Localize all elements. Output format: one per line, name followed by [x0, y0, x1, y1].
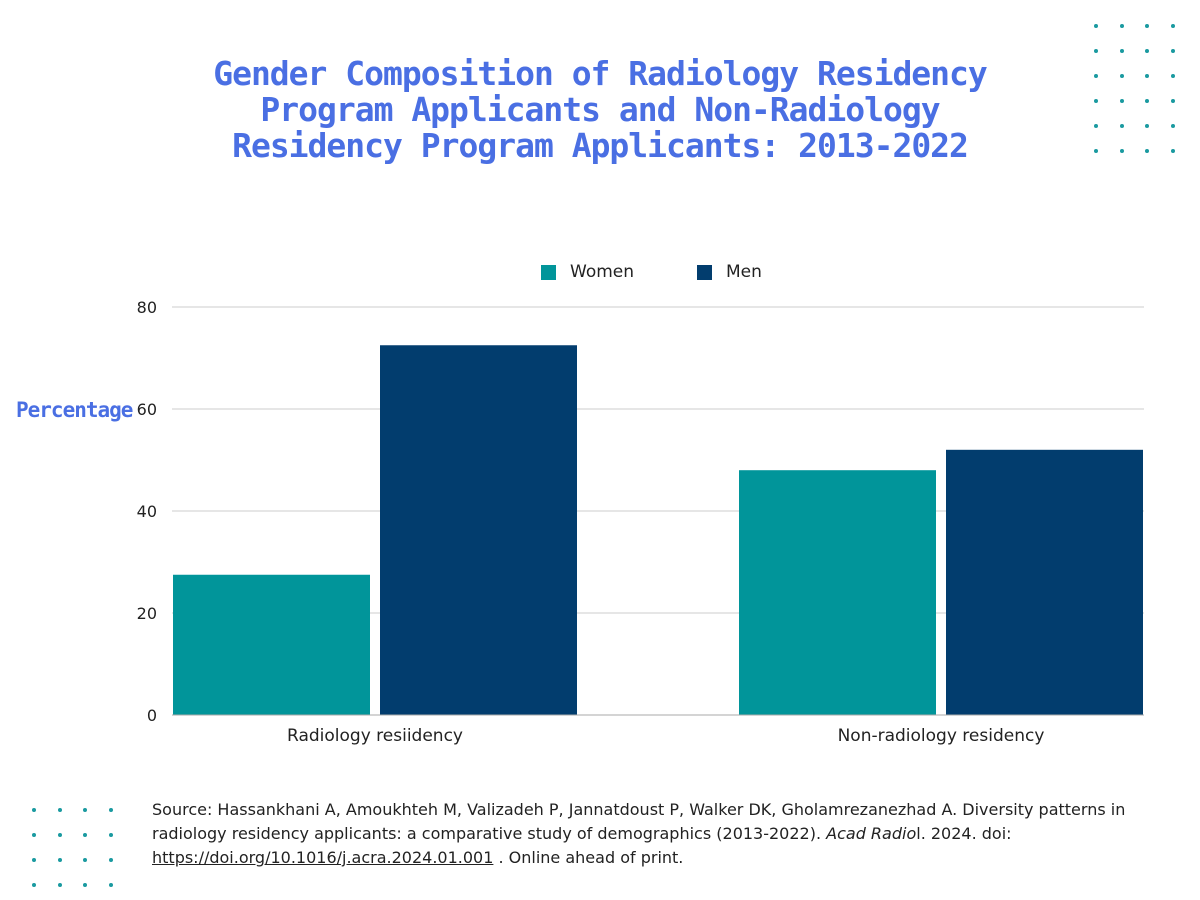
decorative-dot	[1094, 99, 1098, 103]
decorative-dot	[1119, 124, 1124, 128]
decorative-dot	[1170, 74, 1175, 78]
decorative-dot	[32, 858, 36, 862]
decorative-dot	[1119, 149, 1124, 153]
decorative-dot	[1145, 99, 1149, 103]
decorative-dot	[1170, 99, 1175, 103]
decorative-dot	[32, 833, 36, 837]
decorative-dot	[1094, 74, 1098, 78]
bar-men	[946, 449, 1143, 715]
decorative-dot	[1145, 24, 1149, 28]
title-line-3: Residency Program Applicants: 2013-2022	[232, 126, 969, 165]
y-tick-label: 40	[137, 502, 157, 521]
legend-label-women: Women	[570, 262, 635, 282]
source-journal-tail: l. 2024. doi:	[916, 824, 1012, 843]
bar-men	[380, 345, 577, 715]
decorative-dot	[83, 858, 87, 862]
decorative-dot	[1145, 124, 1149, 128]
decorative-dot	[1119, 74, 1124, 78]
y-tick-label: 20	[137, 604, 157, 623]
decorative-dot	[83, 808, 87, 812]
title-line-2: Program Applicants and Non-Radiology	[260, 90, 940, 129]
title-line-1: Gender Composition of Radiology Residenc…	[213, 54, 988, 93]
decorative-dot	[83, 883, 87, 887]
decorative-dot	[32, 883, 36, 887]
decorative-dot	[57, 833, 62, 837]
bar-women	[739, 470, 936, 715]
decorative-dot	[83, 833, 87, 837]
decorative-dot	[1145, 49, 1149, 53]
decorative-dot	[108, 883, 113, 887]
decorative-dot	[57, 883, 62, 887]
decorative-dot	[1145, 74, 1149, 78]
y-tick-label: 0	[147, 706, 157, 725]
decorative-dot	[1094, 124, 1098, 128]
source-suffix: . Online ahead of print.	[493, 848, 684, 867]
decorative-dot	[1094, 49, 1098, 53]
decorative-dot	[1170, 149, 1175, 153]
legend-item-men: Men	[697, 262, 762, 282]
decorative-dot	[1094, 24, 1098, 28]
decorative-dot	[1119, 99, 1124, 103]
decorative-dot	[1170, 24, 1175, 28]
source-journal: Acad Radio	[826, 824, 917, 843]
source-doi-link[interactable]: https://doi.org/10.1016/j.acra.2024.01.0…	[152, 848, 494, 867]
bar-women	[173, 574, 370, 715]
decorative-dot	[57, 808, 62, 812]
decorative-dot	[1170, 49, 1175, 53]
source-text: Source: Hassankhani A, Amoukhteh M, Vali…	[152, 800, 1126, 843]
decorative-dot	[57, 858, 62, 862]
decorative-dot	[1094, 149, 1098, 153]
y-tick-label: 80	[137, 298, 157, 317]
decorative-dot	[108, 833, 113, 837]
decorative-dot	[32, 808, 36, 812]
decorative-dot	[108, 808, 113, 812]
source-citation: Source: Hassankhani A, Amoukhteh M, Vali…	[152, 798, 1142, 870]
legend-item-women: Women	[541, 262, 634, 282]
decorative-dot	[1145, 149, 1149, 153]
chart-legend: Women Men	[0, 262, 1200, 286]
x-tick-label: Non-radiology residency	[838, 726, 1045, 746]
decorative-dot	[1170, 124, 1175, 128]
chart-title: Gender Composition of Radiology Residenc…	[200, 56, 1000, 164]
legend-swatch-women	[541, 264, 556, 280]
y-tick-label: 60	[137, 400, 157, 419]
y-axis-label: Percentage	[16, 398, 133, 422]
legend-label-men: Men	[726, 262, 762, 282]
decorative-dot	[1119, 49, 1124, 53]
decorative-dot	[1119, 24, 1124, 28]
x-tick-label: Radiology resiidency	[287, 726, 463, 746]
legend-swatch-men	[697, 264, 712, 280]
decorative-dot	[108, 858, 113, 862]
